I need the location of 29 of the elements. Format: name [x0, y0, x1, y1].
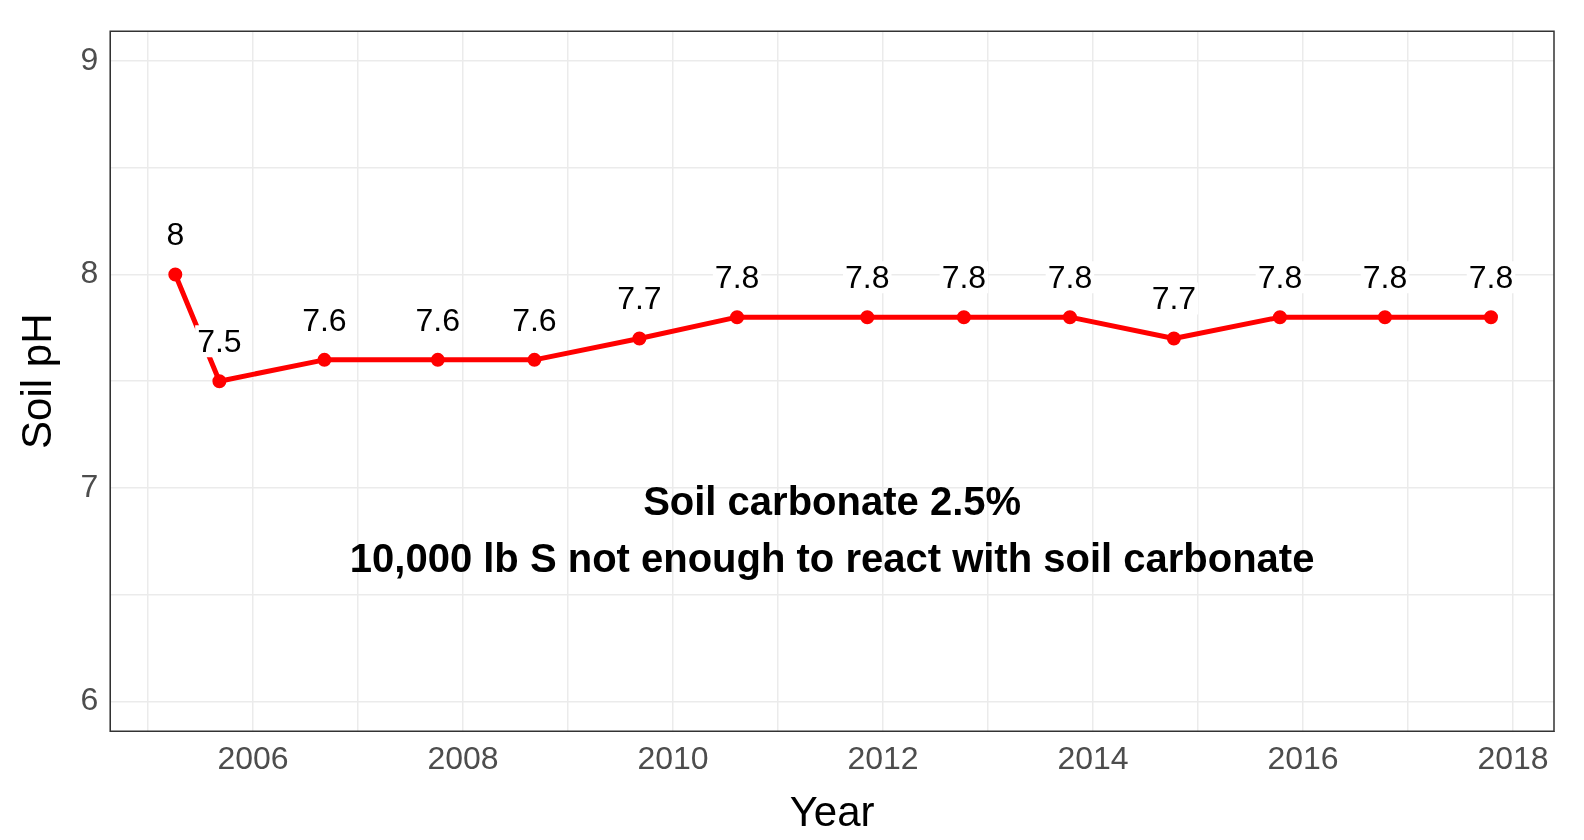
data-label: 8 [166, 216, 185, 253]
data-label: 7.6 [415, 301, 461, 338]
y-tick-label: 7 [80, 467, 99, 504]
x-tick-label: 2010 [637, 740, 709, 777]
y-axis-title: Soil pH [12, 313, 60, 449]
annotation: Soil carbonate 2.5% [643, 478, 1022, 523]
annotation: 10,000 lb S not enough to react with soil carbonate [349, 535, 1315, 580]
x-tick-label: 2012 [847, 740, 919, 777]
data-label: 7.8 [1362, 259, 1408, 295]
data-label: 7.7 [617, 280, 662, 317]
x-tick-label: 2006 [217, 740, 289, 777]
x-axis-title: Year [789, 788, 875, 836]
data-label: 7.5 [197, 323, 242, 360]
data-label: 7.8 [845, 259, 890, 295]
data-label: 7.8 [1257, 259, 1303, 295]
x-tick-label: 2016 [1267, 740, 1339, 777]
x-tick-label: 2014 [1057, 740, 1129, 777]
y-tick-label: 9 [80, 40, 99, 77]
data-label: 7.8 [1468, 259, 1514, 295]
y-tick-label: 6 [80, 681, 99, 718]
data-label: 7.8 [941, 259, 987, 295]
data-label: 7.6 [302, 301, 347, 338]
x-tick-label: 2008 [427, 740, 499, 777]
data-label: 7.7 [1151, 280, 1197, 317]
x-tick-label: 2018 [1477, 740, 1549, 777]
data-label: 7.6 [512, 301, 557, 338]
data-label: 7.8 [714, 259, 760, 295]
y-tick-label: 8 [80, 254, 99, 291]
data-label: 7.8 [1047, 259, 1093, 295]
